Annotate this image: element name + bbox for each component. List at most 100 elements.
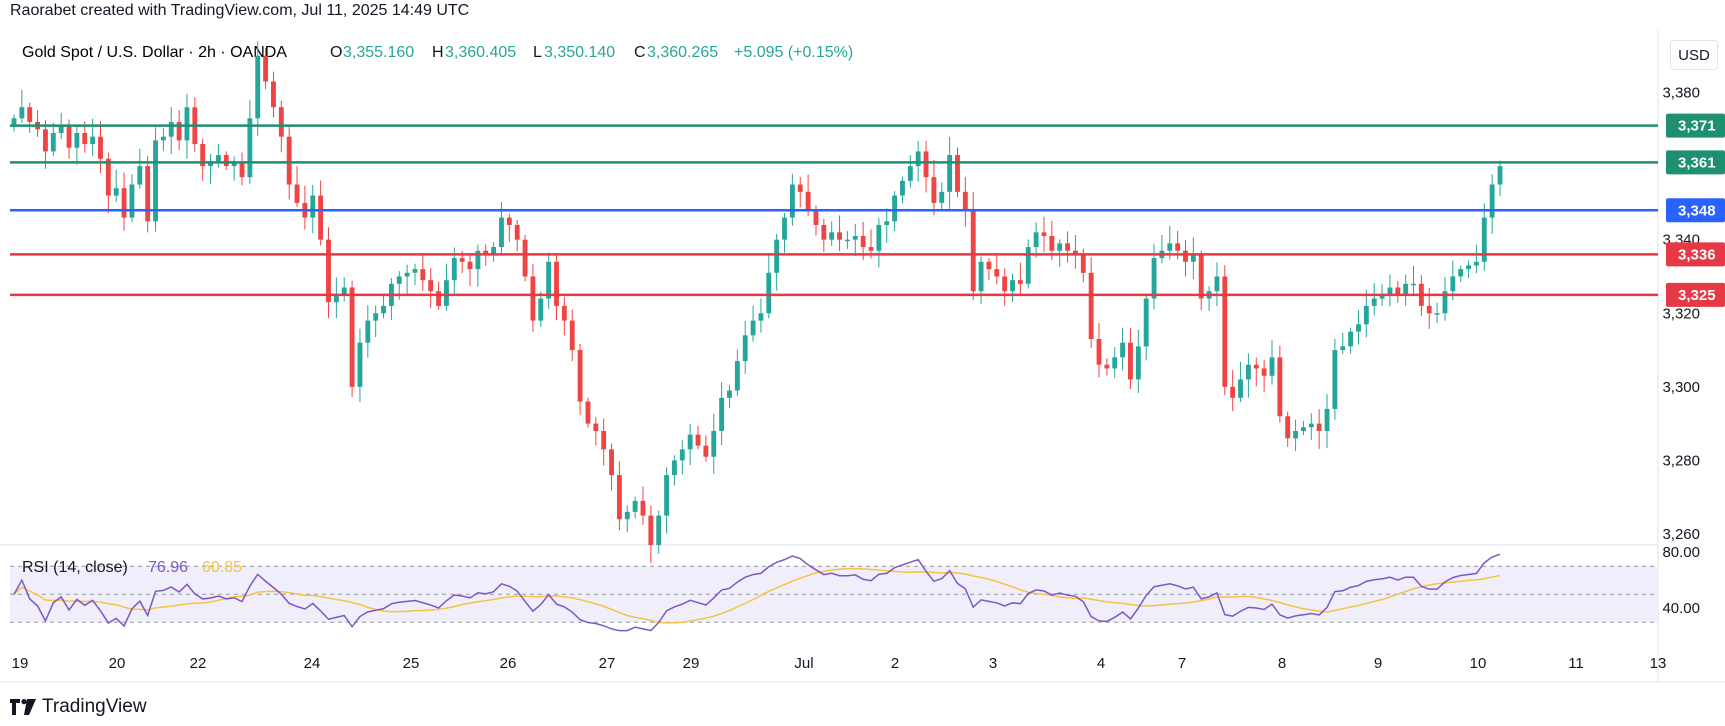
candle-body [1387, 287, 1393, 295]
candle-body [970, 210, 976, 292]
level-price-text: 3,371 [1678, 118, 1716, 135]
tradingview-logo-icon [10, 699, 36, 715]
candle-body [1473, 261, 1479, 266]
candle-body [294, 184, 300, 203]
candle-body [1017, 280, 1023, 284]
candle-body [789, 184, 795, 218]
tradingview-brand-text: TradingView [42, 696, 147, 717]
candle-body [129, 184, 135, 218]
candle-body [1269, 357, 1275, 376]
candle-body [624, 511, 630, 520]
candle-body [1033, 232, 1039, 248]
candle-body [420, 269, 426, 281]
candle-body [121, 188, 127, 218]
level-price-labels: 3,371 3,361 3,348 3,336 3,325 [1666, 113, 1725, 307]
candle-body [1442, 291, 1448, 314]
candle-body [876, 224, 882, 251]
candle-body [522, 239, 528, 277]
candle-body [215, 155, 221, 163]
candle-body [326, 239, 331, 303]
candle-body [821, 224, 827, 240]
candle-body [837, 232, 842, 240]
candle-body [396, 276, 402, 284]
candle-body [1041, 232, 1047, 236]
rsi-axis: 80.00 40.00 [1662, 544, 1700, 617]
time-tick-label: 29 [683, 655, 700, 672]
candle-body [687, 434, 693, 450]
candle-body [829, 232, 835, 240]
candle-body [601, 430, 607, 450]
candle-body [66, 125, 72, 148]
candle-body [1151, 258, 1157, 299]
candle-body [223, 155, 229, 167]
candle-body [844, 239, 850, 242]
rsi-value: 76.96 [148, 559, 188, 576]
rsi-ma-line [13, 567, 1501, 624]
level-price-text: 3,336 [1678, 246, 1716, 263]
candle-body [1002, 276, 1008, 292]
candle-body [1198, 254, 1204, 299]
candle-body [1458, 269, 1464, 277]
candle-body [381, 305, 386, 314]
level-price-text: 3,325 [1678, 287, 1716, 304]
candle-body [1230, 386, 1236, 398]
candle-body [1253, 364, 1259, 369]
currency-button[interactable]: USD [1670, 40, 1718, 70]
time-tick-label: 7 [1178, 655, 1186, 672]
candle-body [1143, 298, 1149, 347]
candle-body [1395, 287, 1401, 295]
candle-body [758, 313, 764, 321]
candle-body [231, 162, 237, 167]
horizontal-levels[interactable] [10, 124, 1658, 297]
candle-body [1183, 250, 1188, 262]
candle-body [499, 217, 504, 248]
candle-body [805, 191, 811, 211]
time-tick-label: 10 [1470, 655, 1487, 672]
candle-body [1379, 294, 1385, 299]
rsi-legend: RSI (14, close) 76.96 60.85 [22, 559, 242, 576]
candle-body [1080, 254, 1086, 273]
level-price-tag [1666, 282, 1725, 307]
time-tick-label: 27 [599, 655, 616, 672]
rsi-tick-label: 80.00 [1662, 544, 1700, 561]
time-axis[interactable]: 19 20 22 24 25 26 27 29 Jul 2 3 4 7 8 9 10 11 13 [12, 655, 1667, 672]
candle-body [679, 449, 685, 461]
candle-body [1308, 423, 1314, 428]
footer-brand[interactable]: TradingView [10, 696, 147, 718]
candle-body [907, 166, 913, 181]
candle-body [153, 140, 158, 222]
candle-body [750, 320, 756, 336]
candle-body [719, 397, 725, 431]
candle-body [1010, 280, 1015, 292]
time-tick-label: 22 [190, 655, 207, 672]
rsi-ma-value: 60.85 [202, 559, 242, 576]
candle-body [428, 280, 434, 292]
candle-body [892, 195, 898, 222]
candle-body [1277, 357, 1283, 417]
time-tick-label: 26 [500, 655, 517, 672]
candle-body [852, 236, 858, 240]
candle-body [1301, 427, 1306, 431]
candle-body [554, 261, 559, 306]
candle-body [1222, 276, 1228, 387]
symbol-title[interactable]: Gold Spot / U.S. Dollar · 2h · OANDA [22, 44, 287, 61]
candle-body [506, 217, 512, 225]
candle-body [1190, 254, 1196, 262]
candle-body [483, 250, 489, 255]
candle-body [1450, 276, 1456, 292]
candle-body [868, 247, 874, 251]
candle-body [1356, 324, 1361, 332]
candle-body [1175, 243, 1181, 251]
open-value: 3,355.160 [343, 44, 414, 61]
candle-body [145, 166, 151, 222]
candle-body [962, 191, 968, 211]
candle-body [923, 151, 929, 178]
candle-body [200, 144, 206, 167]
candle-body [656, 515, 662, 545]
candle-body [105, 158, 111, 196]
candle-body [58, 125, 64, 133]
rsi-name: RSI (14, close) [22, 559, 128, 576]
candle-body [632, 500, 638, 512]
